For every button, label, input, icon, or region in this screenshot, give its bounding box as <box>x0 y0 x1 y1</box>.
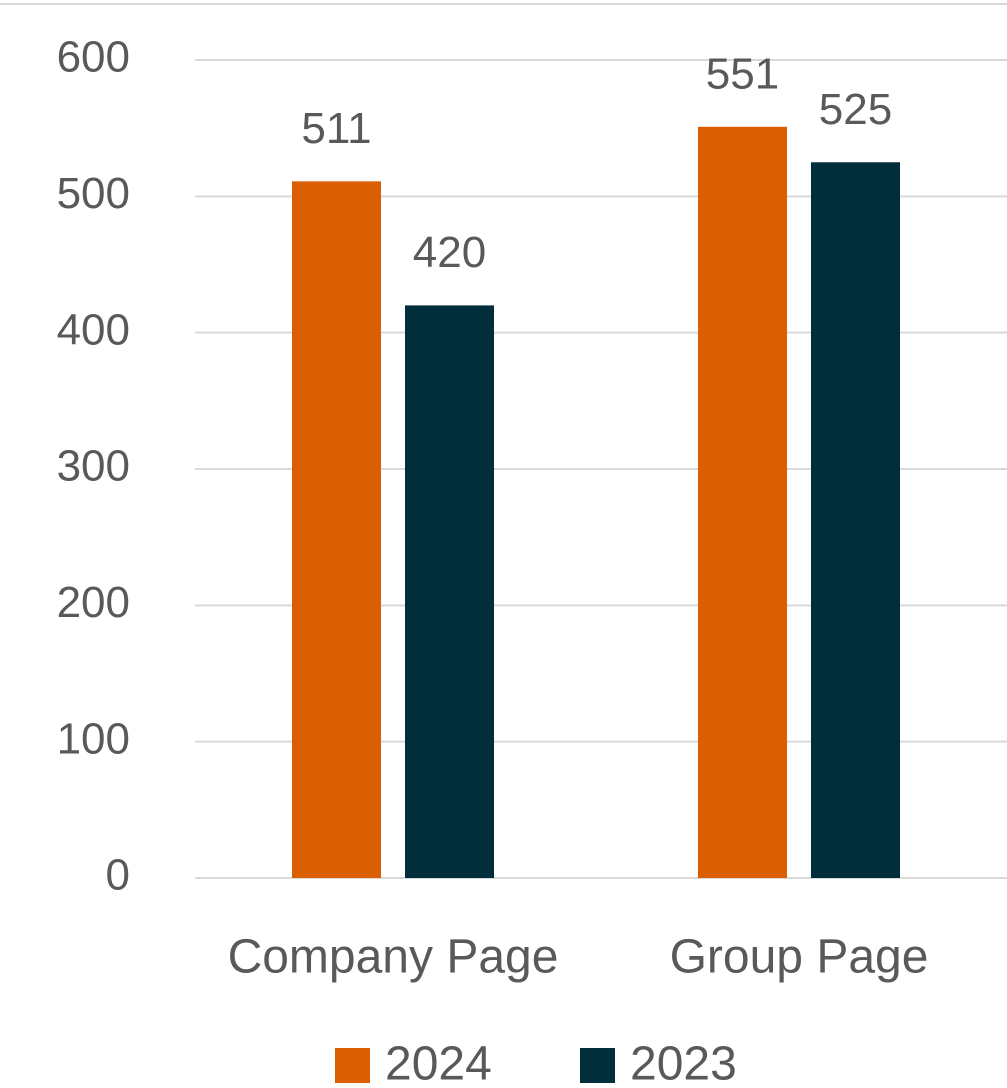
y-tick-label: 600 <box>57 33 130 82</box>
x-tick-label: Group Page <box>670 931 929 984</box>
legend-label: 2023 <box>630 1038 737 1088</box>
y-tick-label: 200 <box>57 578 130 627</box>
y-tick-label: 300 <box>57 442 130 491</box>
data-label: 420 <box>413 228 486 277</box>
bar <box>292 181 381 878</box>
y-tick-label: 100 <box>57 714 130 763</box>
x-tick-label: Company Page <box>228 931 559 984</box>
data-label: 511 <box>301 104 371 153</box>
bar <box>698 126 787 878</box>
data-label: 525 <box>819 85 892 134</box>
bar <box>405 305 494 878</box>
legend-swatch <box>335 1048 370 1083</box>
data-label: 551 <box>706 49 779 98</box>
bar <box>811 162 900 878</box>
y-tick-label: 500 <box>57 169 130 218</box>
legend-swatch <box>580 1048 615 1083</box>
y-tick-label: 0 <box>106 851 130 900</box>
y-tick-label: 400 <box>57 305 130 354</box>
legend-label: 2024 <box>385 1038 492 1088</box>
